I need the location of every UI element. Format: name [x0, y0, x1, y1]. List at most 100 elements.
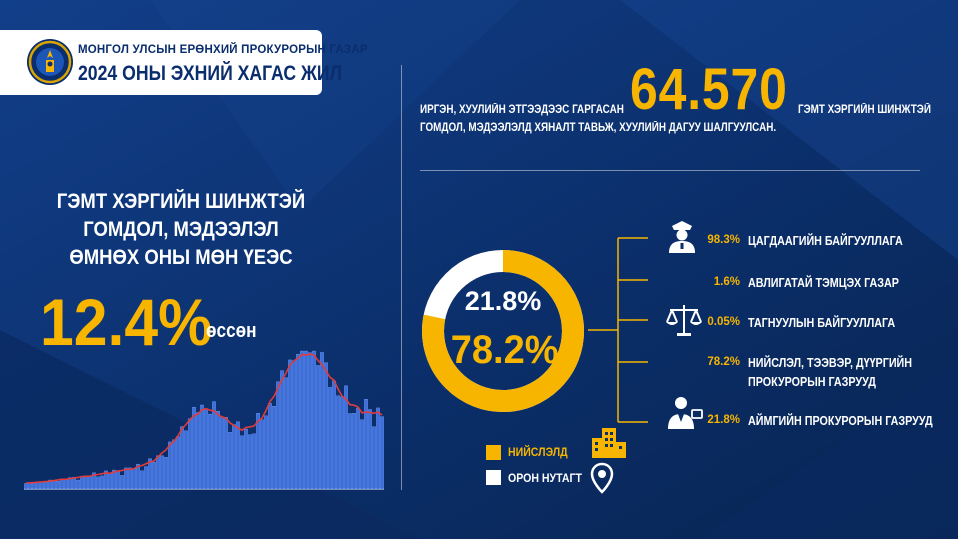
chart-bar — [76, 479, 80, 490]
location-pin-icon — [590, 462, 614, 494]
chart-bar — [168, 441, 172, 490]
chart-bar — [32, 482, 36, 490]
chart-bar — [316, 365, 320, 490]
breakdown-label: НИЙСЛЭЛ, ТЭЭВЭР, ДҮҮРГИЙН — [748, 356, 913, 370]
chart-bar — [80, 476, 84, 490]
chart-bar — [320, 352, 324, 490]
chart-bar — [184, 430, 188, 490]
chart-bar — [220, 417, 224, 490]
chart-bar — [140, 470, 144, 490]
chart-bar — [88, 475, 92, 490]
chart-bar — [40, 481, 44, 490]
chart-bar — [268, 403, 272, 490]
growth-suffix: өссөн — [206, 320, 257, 342]
chart-bar — [372, 426, 376, 490]
chart-bar — [324, 362, 328, 490]
breakdown-label: ТАГНУУЛЫН БАЙГУУЛЛАГА — [748, 316, 896, 330]
chart-bar — [192, 406, 196, 490]
breakdown-label-continued: ПРОКУРОРЫН ГАЗРУУД — [748, 375, 876, 389]
scales-of-justice-icon — [666, 305, 702, 336]
chart-bar — [24, 483, 28, 490]
state-emblem-icon — [27, 39, 73, 85]
chart-bar — [376, 407, 380, 490]
police-officer-icon — [669, 221, 695, 253]
chart-bar — [272, 406, 276, 490]
summary-number: 64.570 — [630, 57, 788, 122]
chart-bar — [212, 401, 216, 490]
chart-bar — [104, 470, 108, 490]
chart-bar — [348, 413, 352, 490]
chart-bar — [352, 413, 356, 490]
chart-bar — [304, 350, 308, 490]
summary-suffix: ГЭМТ ХЭРГИЙН ШИНЖТЭЙ — [798, 104, 931, 116]
horizontal-divider — [420, 170, 920, 171]
legend-swatch-rural — [486, 470, 501, 485]
buildings-icon — [592, 428, 626, 458]
breakdown-percent: 21.8% — [707, 414, 740, 426]
chart-bar — [368, 409, 372, 490]
chart-bar — [136, 463, 140, 490]
chart-bar — [360, 419, 364, 490]
chart-bar — [224, 417, 228, 490]
breakdown-percent: 98.3% — [707, 234, 740, 246]
chart-bar — [252, 433, 256, 490]
chart-bar — [96, 476, 100, 490]
chart-bar — [152, 462, 156, 490]
chart-bar — [264, 415, 268, 490]
growth-value: 12.4% — [40, 285, 213, 359]
growth-title: ГЭМТ ХЭРГИЙН ШИНЖТЭЙ ГОМДОЛ, МЭДЭЭЛЭЛ ӨМ… — [39, 188, 322, 272]
chart-bar — [228, 432, 232, 490]
chart-bar — [240, 435, 244, 490]
chart-bar — [292, 360, 296, 490]
breakdown-label: АЙМГИЙН ПРОКУРОРЫН ГАЗРУУД — [748, 414, 933, 428]
vertical-divider — [401, 65, 402, 490]
chart-bar — [180, 426, 184, 490]
chart-bar — [100, 475, 104, 490]
chart-bar — [188, 418, 192, 490]
chart-bar — [276, 381, 280, 490]
chart-bar — [204, 409, 208, 490]
chart-bar — [164, 457, 168, 490]
growth-title-line: ӨМНӨХ ОНЫ МӨН ҮЕЭС — [69, 246, 293, 269]
chart-bar — [200, 404, 204, 490]
chart-bar — [160, 455, 164, 490]
breakdown-percent: 78.2% — [707, 356, 740, 368]
decorative-trend-chart — [24, 350, 384, 490]
chart-bar — [84, 475, 88, 490]
chart-bar — [108, 473, 112, 490]
chart-bar — [144, 466, 148, 490]
chart-bar — [280, 370, 284, 490]
chart-bar — [64, 479, 68, 490]
summary-prefix: ИРГЭН, ХУУЛИЙН ЭТГЭЭДЭЭС ГАРГАСАН — [420, 104, 624, 116]
breakdown-percent: 1.6% — [713, 276, 740, 288]
chart-bar — [176, 436, 180, 490]
breakdown-percent: 0.05% — [707, 316, 740, 328]
chart-bar — [380, 416, 384, 490]
chart-bar — [56, 480, 60, 490]
chart-bar — [116, 470, 120, 490]
chart-bar — [284, 377, 288, 490]
chart-bar — [68, 477, 72, 490]
growth-title-line: ГЭМТ ХЭРГИЙН ШИНЖТЭЙ — [56, 190, 306, 213]
chart-bar — [232, 424, 236, 490]
chart-bar — [120, 475, 124, 490]
legend-label-rural: ОРОН НУТАГТ — [508, 471, 582, 485]
chart-bar — [260, 419, 264, 490]
chart-bar — [148, 458, 152, 490]
chart-bar — [332, 380, 336, 490]
chart-bar — [256, 413, 260, 490]
growth-title-line: ГОМДОЛ, МЭДЭЭЛЭЛ — [83, 218, 279, 241]
chart-bar — [216, 411, 220, 490]
donut-rural-percent: 21.8% — [464, 286, 542, 316]
chart-bar — [344, 385, 348, 490]
donut-capital-percent: 78.2% — [450, 328, 559, 372]
legend-label-capital: НИЙСЛЭЛД — [508, 445, 568, 459]
legend-swatch-capital — [486, 445, 501, 460]
chart-bar — [48, 479, 52, 490]
chart-bar — [308, 352, 312, 490]
chart-bar — [340, 396, 344, 490]
organization-name: МОНГОЛ УЛСЫН ЕРӨНХИЙ ПРОКУРОРЫН ГАЗАР — [78, 44, 368, 56]
chart-bar — [44, 481, 48, 490]
chart-bar — [300, 350, 304, 490]
